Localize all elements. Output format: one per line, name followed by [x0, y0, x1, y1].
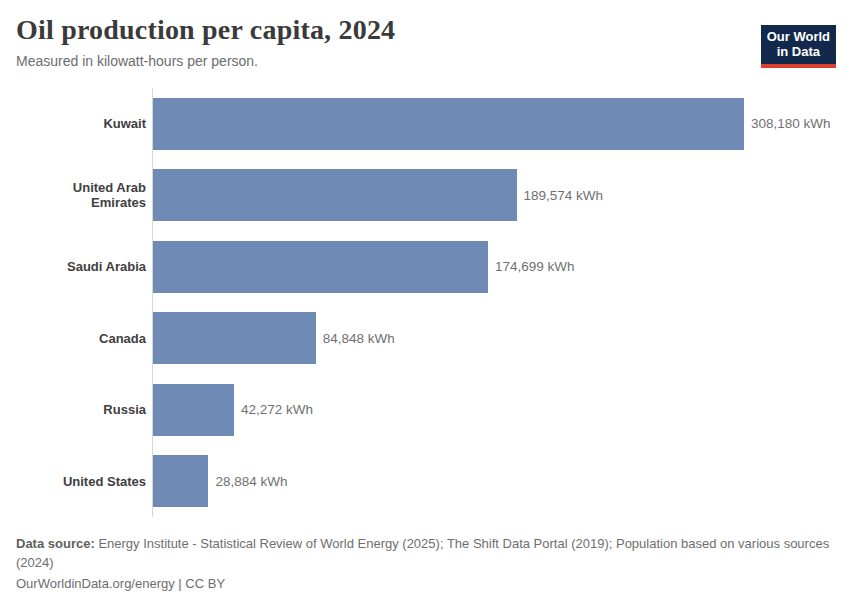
data-source-label: Data source:: [16, 536, 95, 551]
bar-row-united-states: United States 28,884 kWh: [16, 446, 834, 518]
bar-track: 42,272 kWh: [152, 374, 834, 446]
owid-logo[interactable]: Our World in Data: [761, 25, 836, 68]
page-subtitle: Measured in kilowatt-hours per person.: [16, 53, 834, 70]
country-label-united-states: United States: [16, 474, 152, 489]
bar-track: 174,699 kWh: [152, 231, 834, 303]
bar-row-kuwait: Kuwait 308,180 kWh: [16, 88, 834, 160]
bar-track: 189,574 kWh: [152, 160, 834, 232]
bar-track: 84,848 kWh: [152, 303, 834, 375]
value-label-russia: 42,272 kWh: [241, 402, 313, 417]
country-label-canada: Canada: [16, 331, 152, 346]
chart-footer: Data source: Energy Institute - Statisti…: [16, 534, 834, 593]
country-label-russia: Russia: [16, 402, 152, 417]
bar-united-states[interactable]: [153, 455, 208, 507]
data-source-text: Energy Institute - Statistical Review of…: [98, 536, 829, 551]
bar-kuwait[interactable]: [153, 98, 744, 150]
bar-united-arab-emirates[interactable]: [153, 169, 517, 221]
bar-canada[interactable]: [153, 312, 316, 364]
country-label-kuwait: Kuwait: [16, 116, 152, 131]
country-label-united-arab-emirates: United Arab Emirates: [16, 180, 152, 210]
chart-page: Oil production per capita, 2024 Measured…: [0, 14, 850, 600]
data-source-note: Data source: Energy Institute - Statisti…: [16, 534, 834, 572]
data-source-wrap: (2024): [16, 553, 834, 572]
country-label-saudi-arabia: Saudi Arabia: [16, 259, 152, 274]
bar-track: 28,884 kWh: [152, 446, 834, 518]
value-label-kuwait: 308,180 kWh: [751, 116, 831, 131]
page-title: Oil production per capita, 2024: [16, 14, 834, 46]
value-label-united-states: 28,884 kWh: [215, 474, 287, 489]
value-label-saudi-arabia: 174,699 kWh: [495, 259, 575, 274]
bar-chart: Kuwait 308,180 kWh United Arab Emirates …: [16, 88, 834, 517]
bar-row-united-arab-emirates: United Arab Emirates 189,574 kWh: [16, 160, 834, 232]
owid-link[interactable]: OurWorldinData.org/energy | CC BY: [16, 574, 834, 593]
value-label-united-arab-emirates: 189,574 kWh: [524, 188, 604, 203]
owid-logo-line1: Our World: [767, 29, 830, 44]
value-label-canada: 84,848 kWh: [323, 331, 395, 346]
bar-row-canada: Canada 84,848 kWh: [16, 303, 834, 375]
bar-row-saudi-arabia: Saudi Arabia 174,699 kWh: [16, 231, 834, 303]
bar-track: 308,180 kWh: [152, 88, 834, 160]
bar-russia[interactable]: [153, 384, 234, 436]
bar-row-russia: Russia 42,272 kWh: [16, 374, 834, 446]
bar-saudi-arabia[interactable]: [153, 241, 488, 293]
owid-logo-line2: in Data: [767, 44, 830, 59]
